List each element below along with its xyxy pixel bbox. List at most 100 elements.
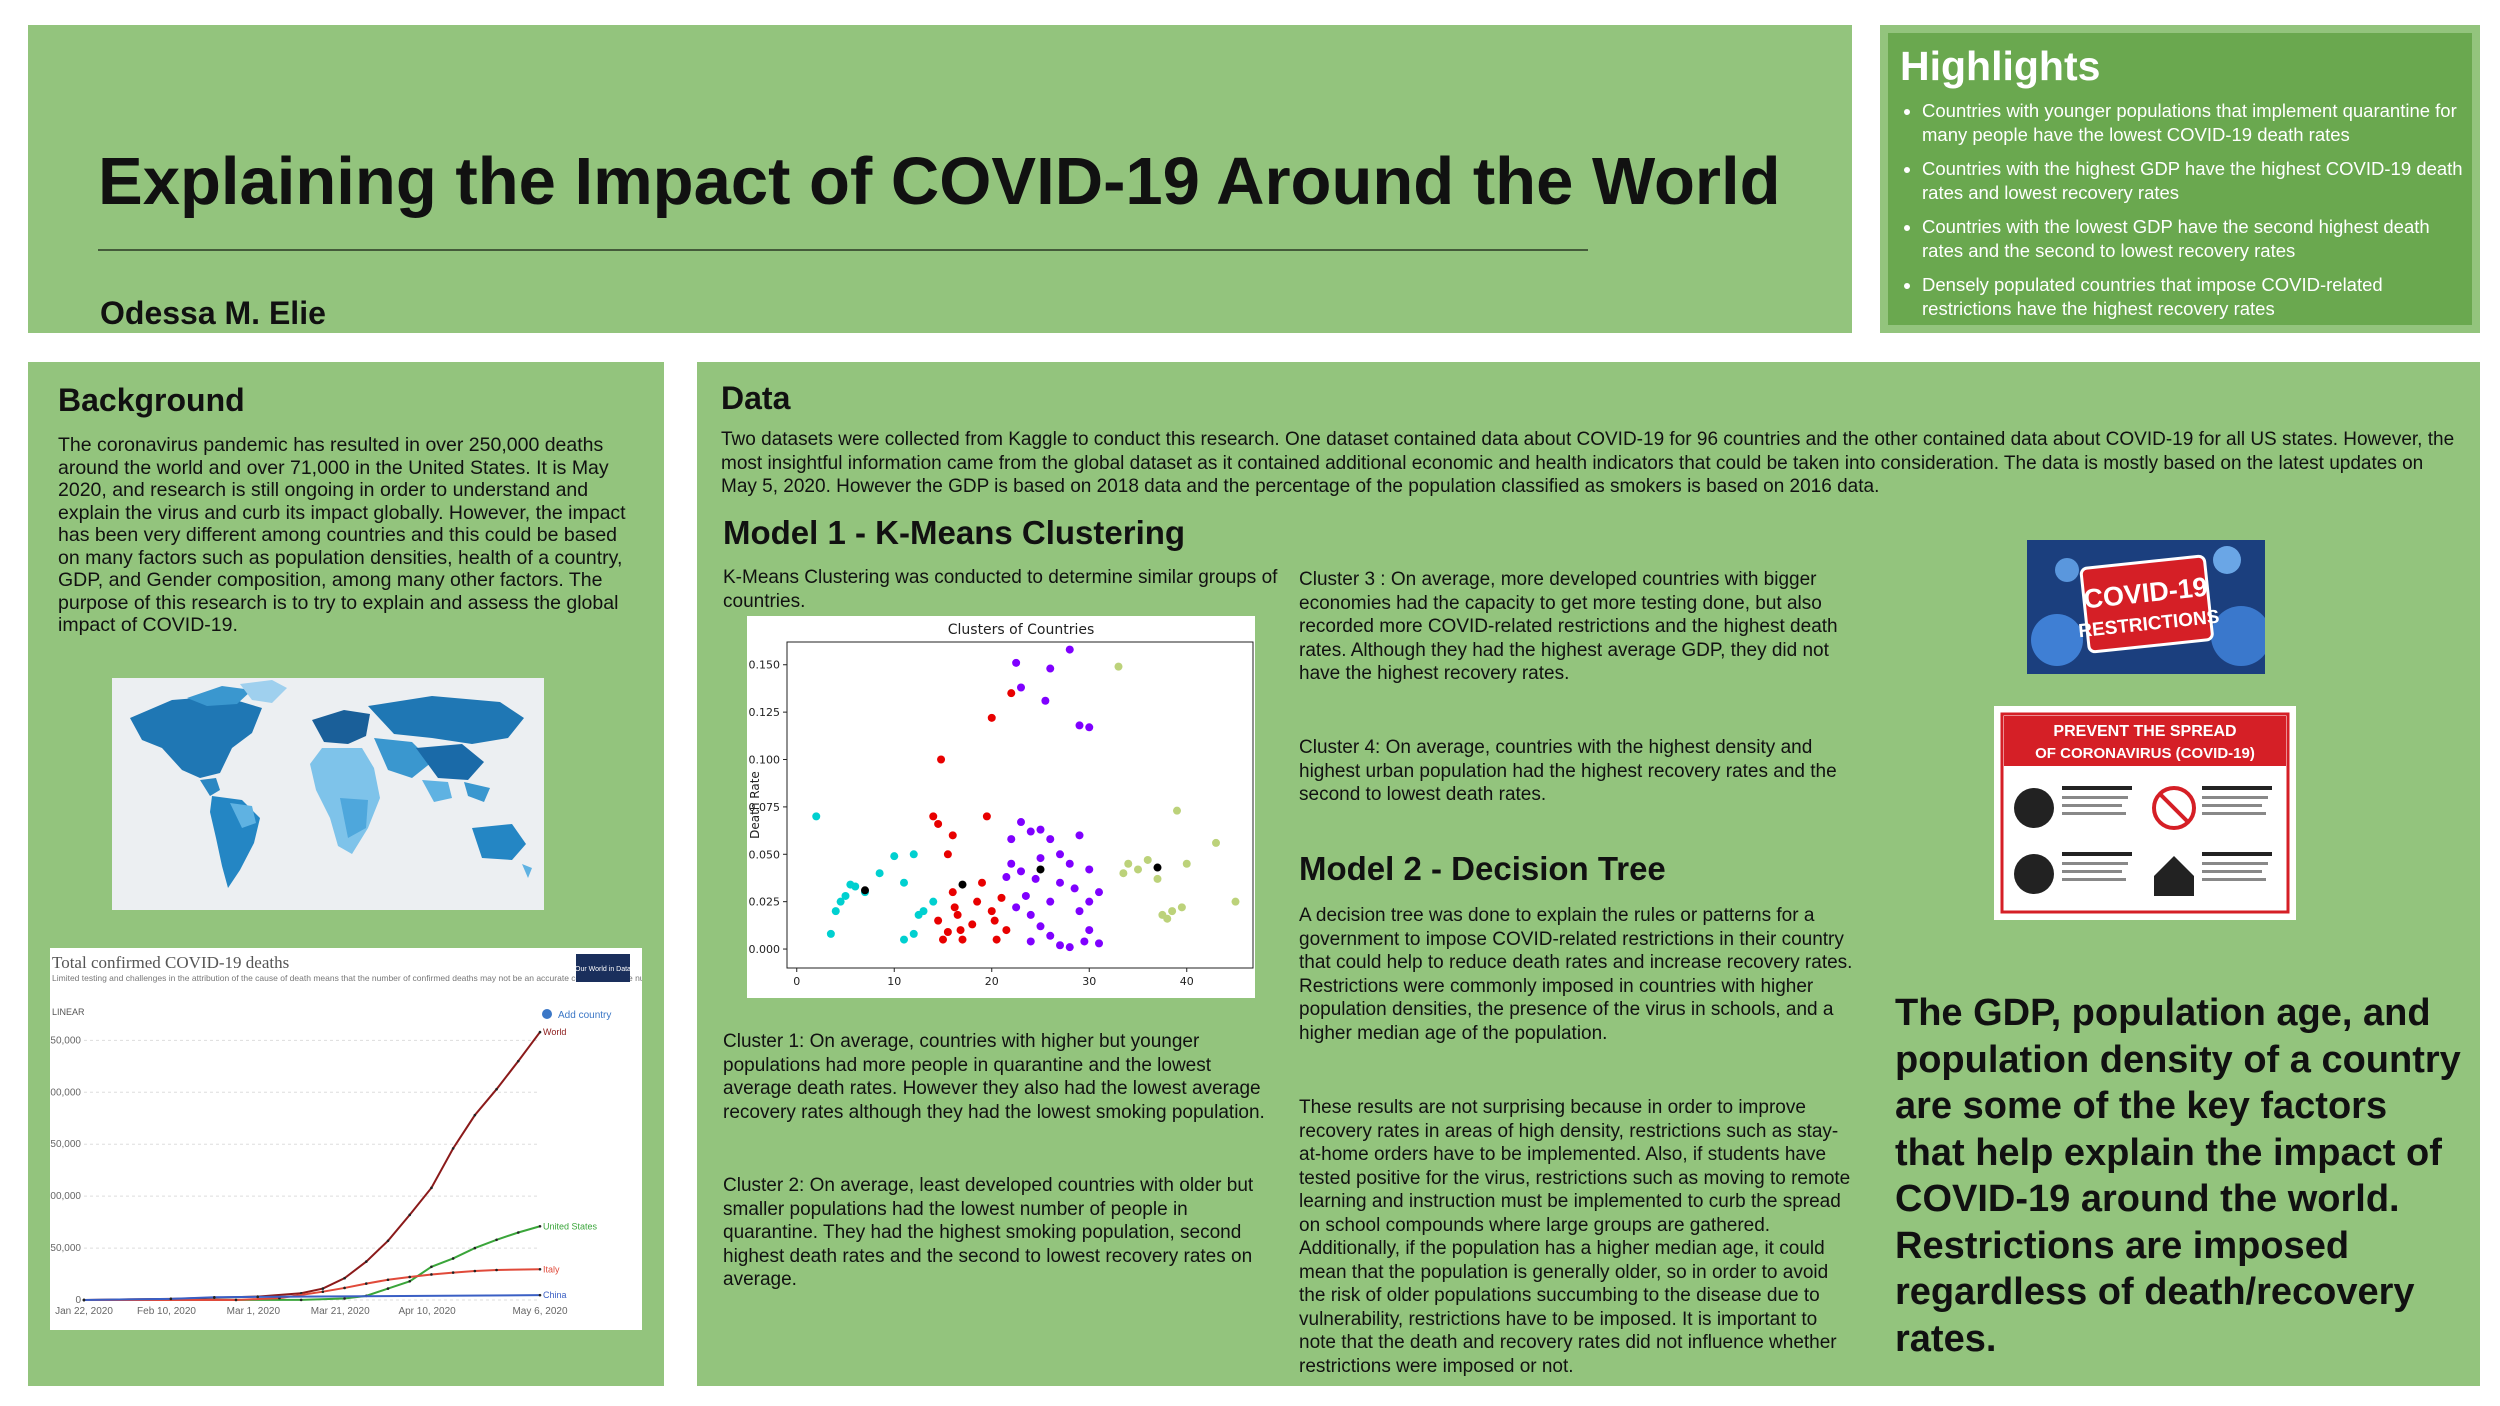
y-tick-label: 0.025 <box>749 896 781 909</box>
x-tick-label: Mar 21, 2020 <box>311 1306 370 1317</box>
scatter-point-cluster-3 <box>1085 865 1094 874</box>
scatter-point-cluster-3 <box>1065 943 1074 952</box>
y-tick-label: 0.150 <box>749 659 781 672</box>
author-name: Odessa M. Elie <box>100 295 326 331</box>
series-point <box>430 1186 433 1190</box>
total-deaths-chart: Total confirmed COVID-19 deaths Limited … <box>45 948 765 1330</box>
scatter-point-cluster-3 <box>1046 931 1055 940</box>
series-point <box>495 1238 498 1242</box>
scatter-point-cluster-1 <box>831 907 840 916</box>
prevent-spread-graphic: PREVENT THE SPREAD OF CORONAVIRUS (COVID… <box>1994 706 2296 920</box>
scatter-point-cluster-3 <box>1031 874 1040 883</box>
series-point <box>538 1293 542 1297</box>
series-point <box>386 1239 390 1243</box>
series-point <box>473 1269 477 1273</box>
scatter-point-cluster-3 <box>1075 907 1084 916</box>
series-point <box>234 1298 238 1302</box>
series-label: Italy <box>543 1264 560 1274</box>
x-tick-label: 30 <box>1082 975 1096 988</box>
scatter-point-cluster-2 <box>948 831 957 840</box>
scatter-point-cluster-1 <box>919 907 928 916</box>
scatter-point-cluster-3 <box>1026 827 1035 836</box>
scatter-point-cluster-2 <box>992 935 1001 944</box>
scatter-point-cluster-4 <box>1153 874 1162 883</box>
scatter-point-cluster-4 <box>1212 838 1220 847</box>
scatter-point-cluster-1 <box>900 878 908 887</box>
scatter-point-cluster-3 <box>1070 884 1079 893</box>
scale-label: LINEAR <box>52 1007 85 1017</box>
poster-title-line-1: PREVENT THE SPREAD <box>2053 723 2236 740</box>
series-line-united-states <box>83 1225 541 1301</box>
scatter-point-cluster-3 <box>1046 835 1055 844</box>
series-point <box>321 1290 325 1293</box>
scatter-point-cluster-2 <box>956 926 965 935</box>
scatter-point-cluster-2 <box>943 927 952 936</box>
series-point <box>364 1260 368 1263</box>
scatter-point-cluster-3 <box>1002 873 1011 882</box>
series-point <box>212 1296 216 1299</box>
prevent-spread-poster: PREVENT THE SPREAD OF CORONAVIRUS (COVID… <box>1994 706 2296 920</box>
scatter-point-cluster-3 <box>1085 897 1094 906</box>
series-point <box>82 1298 86 1302</box>
scatter-point-cluster-3 <box>1046 897 1055 906</box>
chart-subtitle: Limited testing and challenges in the at… <box>52 973 642 983</box>
scatter-point-cluster-2 <box>937 755 946 764</box>
scatter-point-cluster-3 <box>1012 903 1021 912</box>
scatter-point-cluster-4 <box>1163 914 1172 923</box>
scatter-point-cluster-2 <box>978 878 986 887</box>
scatter-point-cluster-3 <box>1026 937 1035 946</box>
scatter-point-cluster-3 <box>1095 939 1103 948</box>
y-tick-label: 0.050 <box>749 848 781 861</box>
background-panel: Background The coronavirus pandemic has … <box>28 362 765 1386</box>
cluster-2-text: Cluster 2: On average, least developed c… <box>723 1175 1254 1290</box>
scatter-point-cluster-2 <box>987 907 996 916</box>
scatter-point-cluster-3 <box>1046 664 1055 673</box>
conclusion-text: The GDP, population age, and population … <box>1895 992 2461 1360</box>
highlights-panel: Highlights Countries with younger popula… <box>1880 25 2480 333</box>
model1-heading: Model 1 - K-Means Clustering <box>723 514 1186 551</box>
poster-title-line-2: OF CORONAVIRUS (COVID-19) <box>2035 745 2255 762</box>
total-deaths-chart-svg: Total confirmed COVID-19 deaths Limited … <box>45 953 765 1317</box>
scatter-point-cluster-2 <box>934 916 943 925</box>
y-tick-label: 200,000 <box>50 1087 81 1098</box>
scatter-point-cluster-1 <box>890 852 899 861</box>
series-point <box>473 1246 477 1250</box>
y-tick-label: 150,000 <box>50 1139 81 1150</box>
y-tick-label: 250,000 <box>50 1035 81 1046</box>
scatter-point-cluster-3 <box>1017 818 1025 827</box>
background-heading: Background <box>58 382 245 418</box>
series-point <box>321 1287 325 1290</box>
y-axis-label: Death Rate <box>748 771 762 839</box>
highlight-item: Countries with younger populations that … <box>1922 99 2468 147</box>
scatter-point-cluster-2 <box>953 910 962 919</box>
series-point <box>495 1087 498 1091</box>
x-tick-label: 40 <box>1180 975 1194 988</box>
scatter-point-cluster-4 <box>1231 897 1240 906</box>
scatter-point-cluster-1 <box>909 929 918 938</box>
x-tick-label: Mar 1, 2020 <box>227 1306 281 1317</box>
series-point <box>364 1282 368 1285</box>
scatter-point-centroids <box>861 886 869 895</box>
series-point <box>451 1147 455 1150</box>
highlights-heading: Highlights <box>1900 43 2101 89</box>
scatter-point-cluster-4 <box>1173 806 1181 815</box>
owid-badge-text: Our World in Data <box>575 966 631 973</box>
scatter-point-cluster-4 <box>1124 859 1133 868</box>
series-label: China <box>543 1290 567 1300</box>
add-country-icon[interactable] <box>542 1009 552 1019</box>
scatter-point-cluster-3 <box>1026 910 1035 919</box>
data-panel: Data Two datasets were collected from Ka… <box>697 362 2480 1386</box>
x-tick-label: May 6, 2020 <box>512 1306 567 1317</box>
scatter-point-cluster-1 <box>909 850 918 859</box>
scatter-point-cluster-1 <box>929 897 938 906</box>
scatter-frame <box>786 641 1254 969</box>
series-label: United States <box>543 1221 598 1231</box>
y-tick-label: 0.125 <box>749 706 781 719</box>
scatter-point-cluster-2 <box>929 812 938 821</box>
scatter-point-cluster-1 <box>812 812 821 821</box>
add-country-link[interactable]: Add country <box>558 1010 611 1021</box>
scatter-point-cluster-2 <box>1002 926 1011 935</box>
scatter-point-cluster-3 <box>1065 645 1074 654</box>
series-point <box>343 1297 346 1300</box>
scatter-point-cluster-4 <box>1168 907 1177 916</box>
